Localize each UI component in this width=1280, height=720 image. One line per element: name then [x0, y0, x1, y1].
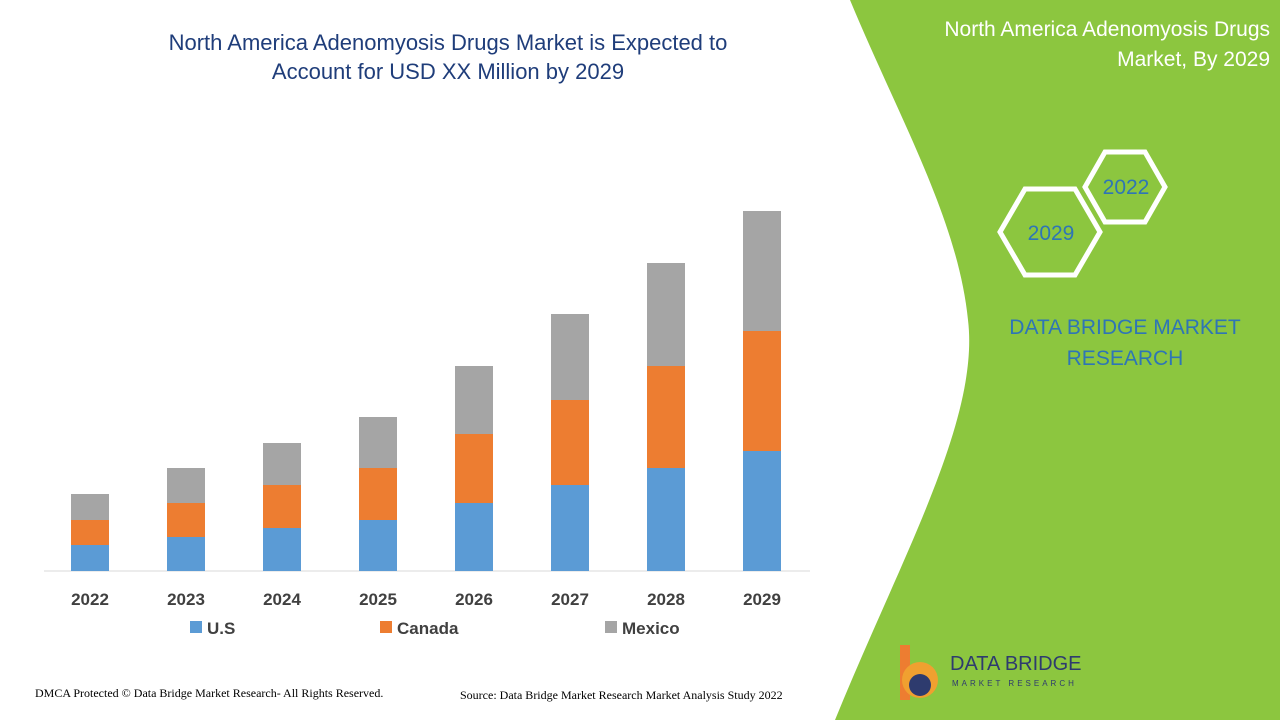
- bar-segment: [71, 520, 109, 545]
- x-tick-label: 2023: [167, 590, 205, 609]
- hex-label: 2029: [1028, 222, 1075, 245]
- bar-segment: [455, 503, 493, 571]
- bar-segment: [71, 494, 109, 520]
- hexagon: [1082, 149, 1168, 225]
- bar-segment: [263, 443, 301, 485]
- bar-segment: [71, 545, 109, 571]
- brand-text: DATA BRIDGE MARKET RESEARCH: [1009, 316, 1241, 370]
- logo-tagline: MARKET RESEARCH: [952, 679, 1077, 688]
- bar-segment: [359, 468, 397, 520]
- x-tick-label: 2026: [455, 590, 493, 609]
- chart-title: North America Adenomyosis Drugs Market i…: [168, 30, 728, 84]
- x-tick-label: 2024: [263, 590, 301, 609]
- bar-segment: [743, 331, 781, 451]
- x-tick-label: 2029: [743, 590, 781, 609]
- legend-swatch: [605, 621, 617, 633]
- bar-segment: [263, 528, 301, 571]
- bar-segment: [551, 314, 589, 400]
- x-tick-label: 2028: [647, 590, 685, 609]
- legend-label: Mexico: [622, 619, 680, 638]
- green-panel: [835, 0, 1280, 720]
- bar-segment: [167, 537, 205, 571]
- bar-segment: [359, 520, 397, 571]
- hex-label: 2022: [1103, 176, 1150, 199]
- bar-segment: [455, 434, 493, 503]
- legend-swatch: [380, 621, 392, 633]
- legend-swatch: [190, 621, 202, 633]
- bar-segment: [455, 366, 493, 434]
- logo-name: DATA BRIDGE: [950, 653, 1082, 675]
- legend-label: U.S: [207, 619, 235, 638]
- x-tick-label: 2025: [359, 590, 397, 609]
- legend-label: Canada: [397, 619, 459, 638]
- bar-segment: [647, 366, 685, 468]
- footer-left: DMCA Protected © Data Bridge Market Rese…: [35, 686, 384, 700]
- x-tick-label: 2027: [551, 590, 589, 609]
- bar-segment: [551, 485, 589, 571]
- bar-segment: [167, 503, 205, 537]
- bar-segment: [167, 468, 205, 503]
- x-tick-label: 2022: [71, 590, 109, 609]
- bar-segment: [263, 485, 301, 528]
- bar-segment: [743, 211, 781, 331]
- bar-segment: [647, 263, 685, 366]
- hexagon: [997, 186, 1103, 278]
- panel-title: North America Adenomyosis Drugs Market, …: [944, 18, 1270, 71]
- bar-segment: [647, 468, 685, 571]
- bar-segment: [743, 451, 781, 571]
- footer-right: Source: Data Bridge Market Research Mark…: [460, 688, 783, 702]
- bar-segment: [359, 417, 397, 468]
- logo-icon: [909, 674, 931, 696]
- bar-segment: [551, 400, 589, 485]
